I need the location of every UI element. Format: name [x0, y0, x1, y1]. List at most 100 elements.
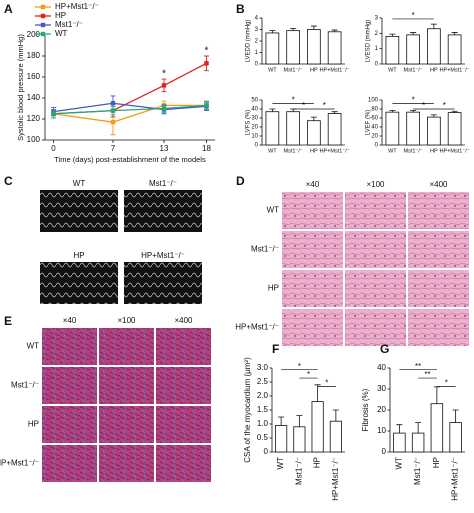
row-label: Mst1⁻/⁻	[251, 245, 279, 254]
significance: *	[422, 101, 425, 110]
y-tick-label: 20	[371, 134, 378, 140]
panel-d-images	[282, 192, 469, 346]
y-tick-label: 100	[27, 135, 41, 144]
error-bar	[410, 32, 417, 35]
y-tick-label: 0	[375, 143, 379, 149]
histology-image	[282, 309, 343, 346]
bar	[327, 113, 342, 146]
histology-image	[42, 328, 97, 365]
echo-image	[124, 190, 202, 232]
echo-image	[40, 190, 118, 232]
y-tick-label: 1	[255, 50, 259, 56]
histology-image	[408, 231, 469, 268]
row-label: HP	[268, 284, 279, 293]
x-tick-label: WT	[394, 457, 403, 470]
bar	[385, 111, 400, 146]
significance: *	[205, 45, 209, 56]
histology-image	[408, 192, 469, 229]
echo-image	[124, 262, 202, 304]
y-tick-label: 20	[377, 405, 386, 414]
y-tick-label: 30	[251, 116, 258, 122]
error-bar	[296, 415, 303, 427]
column-label: ×400	[174, 316, 193, 325]
x-tick-label: Mst1⁻/⁻	[283, 67, 302, 73]
x-tick-label: Mst1⁻/⁻	[403, 67, 422, 73]
y-tick-label: 2	[255, 39, 259, 45]
panel-letter: B	[236, 2, 245, 16]
x-tick-label: WT	[268, 67, 277, 73]
x-tick-label: HP+Mst1⁻/⁻	[320, 67, 350, 73]
column-label: ×400	[429, 180, 448, 189]
y-axis-label: LVEF (%)	[366, 110, 372, 136]
error-bar	[452, 409, 459, 423]
error-bar	[310, 116, 317, 121]
marker	[204, 61, 209, 66]
legend-marker	[40, 22, 46, 28]
error-bar	[389, 109, 396, 113]
x-tick-label: HP	[430, 67, 438, 73]
error-bar	[290, 108, 297, 112]
x-tick-label: HP+Mst1⁻/⁻	[440, 67, 470, 73]
y-tick-label: 40	[251, 107, 258, 113]
error-bar	[269, 30, 276, 33]
y-tick-label: 160	[27, 72, 41, 81]
y-tick-label: 50	[251, 98, 258, 104]
significance: *	[298, 362, 301, 371]
y-tick-label: 80	[371, 107, 378, 113]
y-tick-label: 1	[375, 46, 379, 52]
echo-image	[40, 262, 118, 304]
y-axis-label: Systolic blood pressure (mmHg)	[16, 34, 25, 141]
marker	[161, 83, 167, 88]
marker	[51, 111, 56, 116]
y-tick-label: 10	[377, 426, 386, 435]
y-tick-label: 0	[264, 447, 269, 456]
y-axis-label: LVFS (%)	[246, 110, 252, 136]
y-tick-label: 4	[255, 16, 259, 22]
y-tick-label: 2.0	[257, 391, 269, 400]
bar	[293, 426, 306, 453]
histology-image	[99, 406, 154, 443]
bar	[430, 403, 444, 453]
bar	[275, 424, 288, 453]
legend-label: Mst1⁻/⁻	[55, 20, 83, 29]
x-tick-label: HP	[313, 457, 322, 468]
y-tick-label: 20	[251, 125, 258, 131]
x-tick-label: 18	[202, 144, 211, 153]
bar	[411, 432, 425, 453]
image-label: HP+Mst1⁻/⁻	[141, 251, 185, 260]
marker	[161, 106, 167, 111]
y-axis-label: LVESD (mmHg)	[366, 20, 372, 63]
x-tick-label: HP+Mst1⁻/⁻	[451, 457, 460, 501]
x-tick-label: 0	[51, 144, 56, 153]
x-tick-label: WT	[268, 148, 277, 154]
row-label: WT	[27, 342, 40, 351]
x-tick-label: Mst1⁻/⁻	[294, 457, 303, 485]
y-tick-label: 2	[375, 31, 379, 37]
error-bar	[290, 27, 297, 31]
x-tick-label: 13	[160, 144, 169, 153]
panel-letter: E	[4, 314, 12, 328]
row-label: WT	[267, 206, 280, 215]
error-bar	[332, 409, 339, 422]
panel-letter: F	[272, 342, 279, 356]
error-bar	[451, 32, 458, 35]
bar	[311, 401, 324, 453]
series-line	[53, 62, 207, 115]
y-tick-label: 40	[371, 125, 378, 131]
legend-label: HP+Mst1⁻/⁻	[55, 2, 99, 11]
bar	[406, 34, 420, 65]
histology-image	[42, 367, 97, 404]
histology-image	[345, 192, 406, 229]
bar	[327, 31, 342, 65]
x-tick-label: 7	[111, 144, 116, 153]
histology-image	[345, 270, 406, 307]
y-tick-label: 1.5	[257, 405, 269, 414]
image-label: HP	[73, 251, 84, 260]
x-tick-label: HP+Mst1⁻/⁻	[331, 457, 340, 501]
y-axis-label: Fibrosis (%)	[361, 388, 370, 431]
marker	[204, 103, 209, 108]
error-bar	[278, 416, 285, 426]
error-bar	[415, 422, 422, 434]
y-axis-label: LVEDD (mmHg)	[246, 20, 252, 63]
significance: *	[307, 370, 310, 379]
